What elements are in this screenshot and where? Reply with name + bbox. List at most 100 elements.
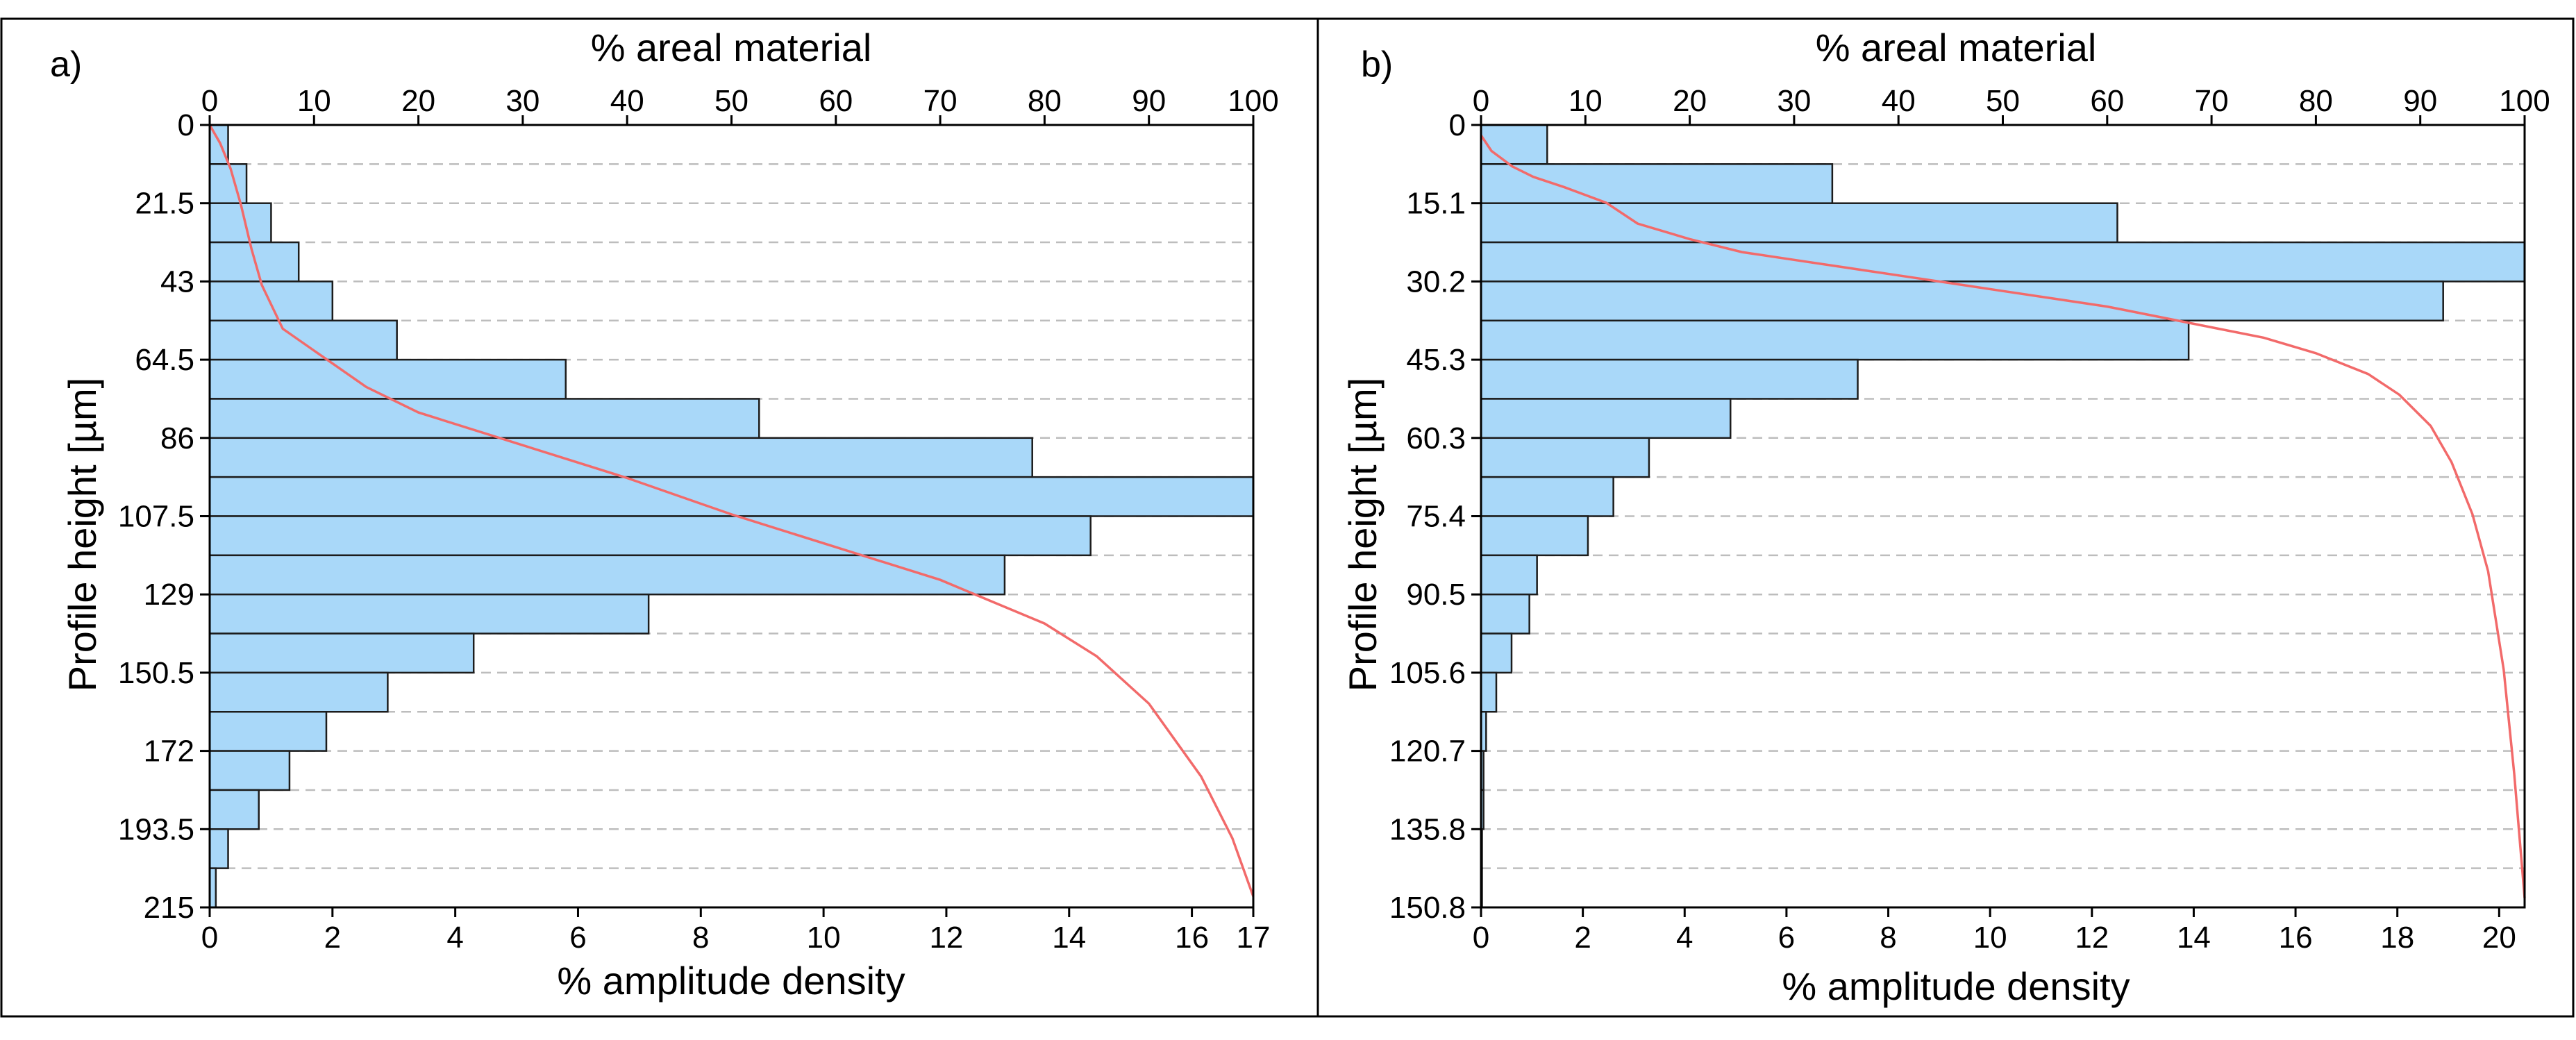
histogram-bar: [1480, 632, 1513, 674]
top-axis-tick-label: 90: [2403, 84, 2437, 118]
bottom-axis-tick-label: 6: [1778, 921, 1795, 955]
histogram-bar: [208, 828, 229, 869]
y-axis-tick-label: 75.4: [1406, 500, 1466, 534]
y-axis-tick-label: 129: [144, 578, 194, 612]
histogram-bar: [208, 476, 1255, 517]
histogram-bar: [208, 163, 248, 204]
top-axis-tick-label: 50: [1986, 84, 2020, 118]
y-axis-tick-label: 90.5: [1406, 578, 1466, 612]
histogram-bar: [208, 632, 475, 674]
y-axis-title: Profile height [µm]: [60, 378, 104, 691]
bottom-axis-tick-label: 18: [2380, 921, 2414, 955]
histogram-bar: [1480, 437, 1650, 478]
histogram-bar: [1480, 163, 1834, 204]
top-axis-tick-label: 60: [819, 84, 853, 118]
bottom-axis-title: % amplitude density: [1782, 964, 2130, 1008]
bottom-axis-tick-label: 14: [1052, 921, 1086, 955]
material-ratio-curve: [208, 124, 1255, 897]
bottom-axis-tick-label: 4: [1676, 921, 1693, 955]
top-axis-tick-label: 50: [714, 84, 748, 118]
top-axis-title: % areal material: [1816, 26, 2097, 69]
histogram-bar: [208, 437, 1033, 478]
bottom-axis-tick-label: 14: [2177, 921, 2211, 955]
bottom-axis-tick-label: 12: [2075, 921, 2109, 955]
histogram-bar: [1480, 476, 1614, 517]
histogram-bar: [208, 280, 334, 321]
top-axis-tick-label: 30: [505, 84, 540, 118]
histogram-bar: [1480, 241, 2526, 283]
top-axis-tick-label: 30: [1777, 84, 1811, 118]
axes: 0 10 20 30 40 50 60 70 80 90 100 0 2 4 6 8 10 12 14 16 18 20 0…: [1389, 84, 2550, 955]
y-axis-tick-label: 150.5: [118, 656, 194, 690]
top-axis-tick-label: 70: [923, 84, 957, 118]
top-axis-tick-label: 0: [201, 84, 218, 118]
top-axis-title: % areal material: [591, 26, 872, 69]
y-axis-tick-label: 86: [160, 421, 194, 455]
y-axis-tick-label: 215: [144, 891, 194, 925]
top-axis-tick-label: 80: [2299, 84, 2333, 118]
top-axis-tick-label: 100: [2499, 84, 2550, 118]
y-axis-tick-label: 193.5: [118, 812, 194, 846]
histogram-bar: [1480, 280, 2444, 321]
histogram-bar: [208, 515, 1092, 557]
material-curve-layer: [1480, 134, 2526, 898]
histogram-bar: [208, 319, 398, 361]
histogram-bar: [208, 711, 328, 752]
bottom-axis-tick-label: 20: [2482, 921, 2516, 955]
bottom-axis-tick-label: 2: [324, 921, 341, 955]
y-axis-title: Profile height [µm]: [1341, 378, 1385, 691]
y-axis-tick-label: 30.2: [1406, 265, 1466, 299]
y-axis-tick-label: 64.5: [135, 343, 194, 377]
y-axis-tick-label: 0: [1449, 108, 1466, 142]
bottom-axis-tick-label: 4: [446, 921, 463, 955]
histogram-bar: [1480, 358, 1859, 400]
y-axis-tick-label: 60.3: [1406, 421, 1466, 455]
bottom-axis-tick-label: 8: [1880, 921, 1896, 955]
y-axis-tick-label: 107.5: [118, 500, 194, 534]
histogram-bar: [208, 358, 567, 400]
bottom-axis-tick-label: 16: [1175, 921, 1209, 955]
histogram-bar: [1480, 671, 1498, 713]
histogram-bar: [208, 593, 650, 635]
histogram-bar: [208, 202, 272, 244]
top-axis-tick-label: 80: [1028, 84, 1062, 118]
top-axis-tick-label: 40: [1882, 84, 1916, 118]
bottom-axis-title: % amplitude density: [557, 959, 905, 1003]
material-ratio-curve: [1480, 134, 2526, 898]
bottom-axis-tick-label: 6: [569, 921, 586, 955]
histogram-bar: [1480, 554, 1538, 596]
bottom-axis-tick-label: 12: [929, 921, 963, 955]
panel-b: b) % areal material % amplitude density …: [1341, 26, 2550, 1008]
bottom-axis-tick-label: 10: [807, 921, 841, 955]
y-axis-tick-label: 0: [178, 108, 194, 142]
y-axis-tick-label: 21.5: [135, 187, 194, 221]
bottom-axis-tick-label: 8: [692, 921, 709, 955]
top-axis-tick-label: 60: [2090, 84, 2124, 118]
y-axis-tick-label: 45.3: [1406, 343, 1466, 377]
bottom-axis-tick-label: 0: [201, 921, 218, 955]
top-axis-tick-label: 10: [1569, 84, 1603, 118]
bars: [208, 124, 1255, 909]
top-axis-tick-label: 100: [1228, 84, 1278, 118]
y-axis-tick-label: 172: [144, 735, 194, 769]
histogram-bar: [208, 554, 1006, 596]
y-axis-tick-label: 105.6: [1389, 656, 1466, 690]
top-axis-tick-label: 90: [1132, 84, 1166, 118]
top-axis-tick-label: 70: [2195, 84, 2229, 118]
y-axis-tick-label: 43: [160, 265, 194, 299]
top-axis-tick-label: 20: [401, 84, 435, 118]
panel-label: b): [1361, 44, 1393, 85]
bottom-axis-tick-label: 0: [1473, 921, 1489, 955]
bottom-axis-tick-label: 16: [2279, 921, 2313, 955]
panel-label: a): [50, 44, 82, 85]
top-axis-tick-label: 40: [610, 84, 644, 118]
figure-frame: [0, 17, 2575, 1018]
y-axis-tick-label: 15.1: [1406, 187, 1466, 221]
histogram-bar: [1480, 319, 2190, 361]
bottom-axis-tick-label: 2: [1574, 921, 1591, 955]
histogram-bar: [208, 671, 389, 713]
y-axis-tick-label: 135.8: [1389, 812, 1466, 846]
